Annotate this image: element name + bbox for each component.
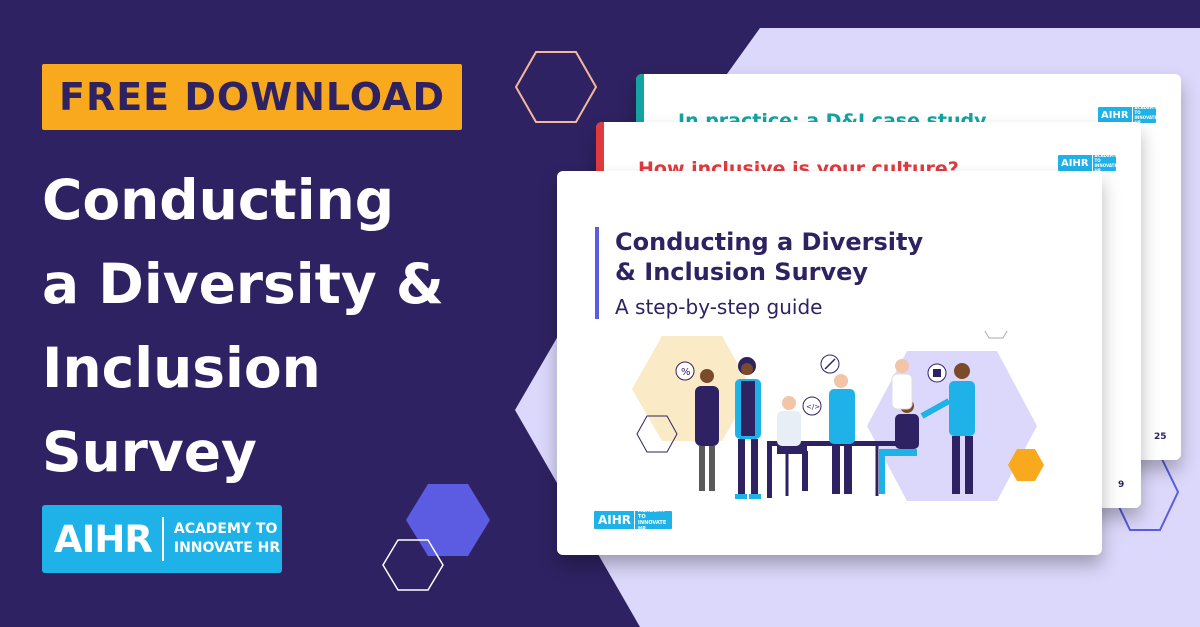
svg-text:</>: </> (806, 403, 820, 411)
svg-text:%: % (681, 367, 691, 378)
outline-hexagon-bottom (382, 539, 444, 591)
percent-icon (675, 361, 695, 381)
headline: Conducting a Diversity & Inclusion Surve… (42, 158, 502, 494)
cover-subtitle: A step-by-step guide (615, 295, 823, 319)
headline-line: a Diversity & (42, 252, 444, 316)
badge-label: FREE DOWNLOAD (58, 75, 446, 119)
aihr-logo: AIHR ACADEMY TO INNOVATE HR (42, 505, 282, 573)
headline-line: Inclusion (42, 336, 321, 400)
logo-text-line1: ACADEMY TO (173, 521, 278, 537)
logo-text: ACADEMY TO INNOVATE HR (174, 520, 280, 558)
purple-hexagon (406, 484, 490, 556)
cover-title-line: & Inclusion Survey (615, 258, 869, 286)
cover-title: Conducting a Diversity & Inclusion Surve… (615, 227, 923, 287)
free-download-badge[interactable]: FREE DOWNLOAD (42, 64, 462, 130)
code-icon (802, 396, 822, 416)
cover-title-line: Conducting a Diversity (615, 228, 924, 256)
outline-hexagon-top-right (984, 331, 1008, 339)
outline-hexagon-top (514, 51, 598, 123)
cover-logo: AIHR ACADEMY TO INNOVATE HR (594, 508, 672, 532)
headline-line: Survey (42, 420, 257, 484)
cover-accent-bar (595, 227, 599, 319)
page-number: 25 (1154, 432, 1167, 442)
logo-mark: AIHR (54, 517, 153, 561)
headline-line: Conducting (42, 168, 395, 232)
yellow-hexagon (632, 336, 752, 441)
orange-hexagon (1008, 449, 1044, 481)
logo-text-line2: INNOVATE HR (173, 540, 281, 556)
logo-divider (161, 517, 164, 561)
outline-hexagon-small (636, 415, 678, 453)
page-number: 9 (1118, 480, 1125, 490)
team-illustration: % </> (632, 331, 1044, 501)
preview-page-cover: Conducting a Diversity & Inclusion Surve… (557, 171, 1102, 555)
